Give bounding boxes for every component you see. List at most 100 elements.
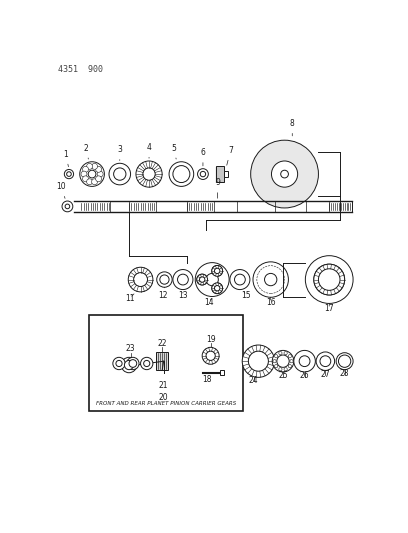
Circle shape [314, 264, 345, 295]
Circle shape [318, 269, 340, 290]
Circle shape [173, 270, 193, 289]
Circle shape [294, 350, 315, 372]
Text: FRONT AND REAR PLANET PINION CARRIER GEARS: FRONT AND REAR PLANET PINION CARRIER GEA… [96, 401, 236, 406]
Circle shape [316, 352, 335, 370]
Circle shape [97, 171, 103, 177]
Circle shape [80, 161, 104, 187]
Circle shape [288, 354, 291, 358]
Text: 4: 4 [146, 143, 151, 158]
Text: 28: 28 [340, 369, 349, 378]
Text: 15: 15 [241, 292, 251, 301]
Circle shape [197, 274, 208, 285]
Circle shape [215, 268, 220, 273]
Text: 13: 13 [178, 292, 188, 301]
Circle shape [134, 273, 148, 287]
Circle shape [113, 168, 126, 180]
Circle shape [212, 283, 223, 294]
Circle shape [65, 204, 70, 209]
Text: 14: 14 [204, 298, 214, 308]
Circle shape [121, 357, 137, 373]
Circle shape [160, 275, 169, 284]
Bar [156, 352, 168, 370]
Bar [89, 315, 243, 411]
Circle shape [67, 172, 71, 176]
Text: 17: 17 [324, 303, 334, 313]
Text: 8: 8 [290, 119, 295, 136]
Text: 4351  900: 4351 900 [58, 66, 103, 75]
Circle shape [279, 351, 282, 355]
Circle shape [275, 354, 278, 358]
Text: 12: 12 [158, 287, 168, 300]
Text: 18: 18 [202, 375, 211, 384]
Text: 22: 22 [157, 339, 167, 348]
Bar [224, 171, 228, 177]
Circle shape [339, 355, 351, 367]
Circle shape [271, 161, 298, 187]
Text: 27: 27 [321, 369, 330, 378]
Circle shape [197, 168, 208, 180]
Circle shape [305, 256, 353, 303]
Circle shape [264, 273, 277, 286]
Circle shape [82, 176, 89, 182]
Circle shape [113, 357, 125, 370]
Circle shape [177, 274, 188, 285]
Text: 10: 10 [56, 182, 66, 198]
Circle shape [95, 176, 102, 182]
Circle shape [272, 350, 294, 372]
Circle shape [206, 273, 218, 286]
Text: 9: 9 [215, 178, 220, 198]
Text: 25: 25 [278, 371, 288, 380]
Text: 16: 16 [266, 297, 275, 308]
Circle shape [169, 161, 194, 187]
Circle shape [336, 353, 353, 370]
Circle shape [95, 166, 102, 172]
Text: 20: 20 [159, 393, 169, 402]
Circle shape [206, 351, 215, 360]
Circle shape [197, 274, 208, 285]
Text: 21: 21 [159, 381, 169, 390]
Text: 1: 1 [64, 150, 69, 167]
Circle shape [279, 368, 282, 371]
Text: 2: 2 [84, 143, 89, 159]
Circle shape [81, 171, 87, 177]
Text: 7: 7 [227, 146, 233, 165]
Circle shape [212, 265, 223, 276]
Circle shape [116, 360, 122, 367]
Circle shape [91, 164, 98, 169]
Circle shape [299, 356, 310, 367]
Circle shape [144, 360, 150, 367]
Text: 23: 23 [126, 344, 135, 353]
Circle shape [129, 360, 137, 367]
Text: 24: 24 [249, 376, 259, 385]
Circle shape [284, 351, 287, 355]
Text: 3: 3 [118, 145, 122, 160]
Circle shape [320, 356, 331, 367]
Bar [216, 166, 224, 182]
Text: 11: 11 [125, 294, 135, 303]
Circle shape [215, 286, 220, 291]
Text: 5: 5 [171, 143, 176, 159]
Circle shape [314, 264, 345, 295]
Text: 26: 26 [300, 371, 309, 380]
Circle shape [290, 360, 293, 363]
Circle shape [157, 272, 172, 287]
Circle shape [195, 263, 229, 296]
Circle shape [281, 170, 288, 178]
Circle shape [86, 179, 93, 185]
Circle shape [124, 360, 134, 370]
Circle shape [212, 265, 223, 276]
Circle shape [200, 277, 205, 282]
Text: 19: 19 [206, 335, 215, 344]
Circle shape [64, 169, 73, 179]
Circle shape [143, 168, 155, 180]
Bar [220, 370, 224, 375]
Circle shape [141, 357, 153, 370]
Circle shape [273, 360, 276, 363]
Circle shape [253, 262, 288, 297]
Circle shape [173, 166, 190, 182]
Circle shape [109, 163, 131, 185]
Circle shape [128, 267, 153, 292]
Circle shape [127, 357, 139, 370]
Circle shape [202, 348, 219, 364]
Circle shape [230, 270, 250, 289]
